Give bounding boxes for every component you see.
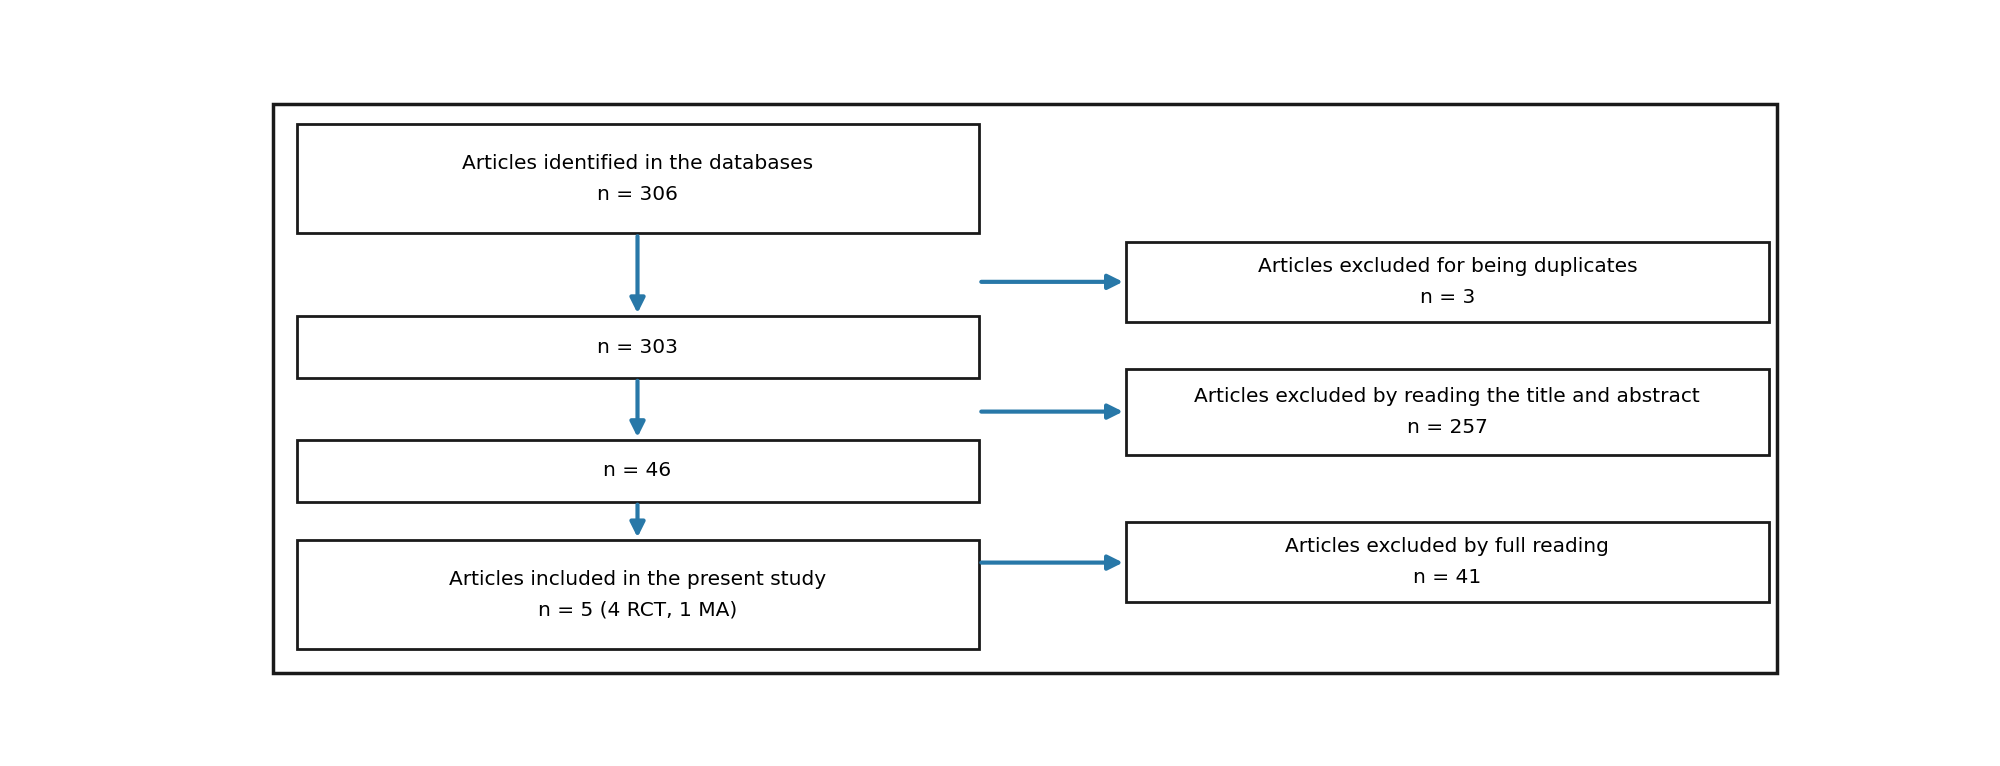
FancyBboxPatch shape — [274, 103, 1776, 673]
FancyBboxPatch shape — [296, 124, 978, 234]
Text: n = 303: n = 303 — [598, 338, 678, 356]
Text: Articles identified in the databases
n = 306: Articles identified in the databases n =… — [462, 154, 814, 204]
FancyBboxPatch shape — [296, 316, 978, 378]
Text: Articles excluded by reading the title and abstract
n = 257: Articles excluded by reading the title a… — [1194, 387, 1700, 437]
FancyBboxPatch shape — [1126, 242, 1770, 322]
FancyBboxPatch shape — [1126, 522, 1770, 602]
Text: Articles excluded for being duplicates
n = 3: Articles excluded for being duplicates n… — [1258, 257, 1638, 307]
FancyBboxPatch shape — [296, 440, 978, 502]
Text: Articles included in the present study
n = 5 (4 RCT, 1 MA): Articles included in the present study n… — [448, 570, 826, 620]
FancyBboxPatch shape — [296, 540, 978, 650]
FancyBboxPatch shape — [1126, 369, 1770, 455]
Text: n = 46: n = 46 — [604, 461, 672, 480]
Text: Articles excluded by full reading
n = 41: Articles excluded by full reading n = 41 — [1286, 537, 1610, 588]
